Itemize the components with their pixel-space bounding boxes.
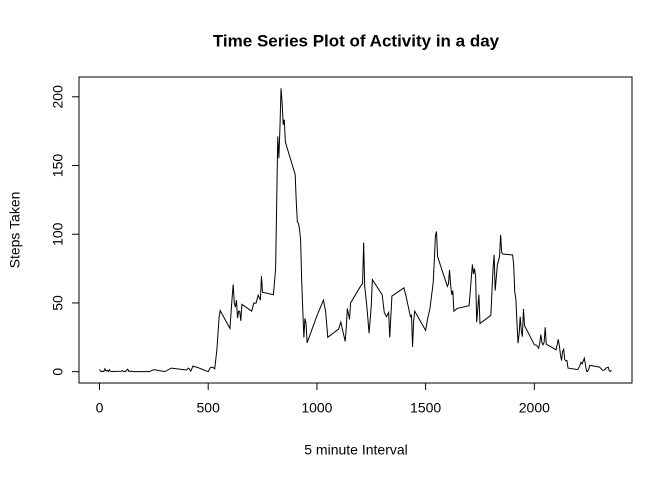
y-tick-label: 150	[50, 154, 66, 178]
chart-title: Time Series Plot of Activity in a day	[213, 31, 500, 50]
x-tick-label: 500	[197, 400, 221, 416]
y-tick-label: 0	[50, 368, 66, 376]
x-tick-label: 2000	[519, 400, 550, 416]
x-tick-label: 1500	[410, 400, 441, 416]
y-tick-label: 100	[50, 222, 66, 246]
line	[99, 88, 612, 373]
y-tick-label: 200	[50, 85, 66, 109]
y-axis-label: Steps Taken	[7, 192, 23, 269]
y-tick-label: 50	[50, 295, 66, 311]
x-tick-label: 0	[96, 400, 104, 416]
x-axis-label: 5 minute Interval	[304, 442, 408, 458]
x-tick-label: 1000	[301, 400, 332, 416]
